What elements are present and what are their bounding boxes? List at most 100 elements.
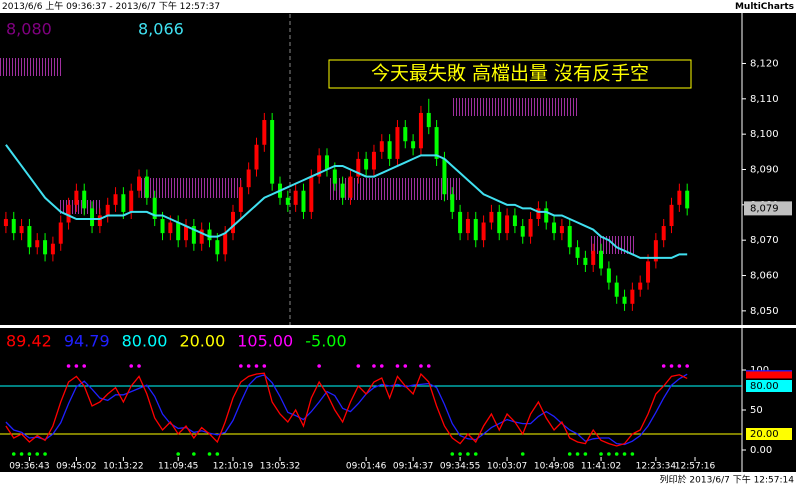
candle-body (575, 247, 580, 258)
candle-body (614, 282, 619, 297)
candle-body (552, 222, 557, 234)
legend-value: 80.00 (122, 332, 168, 351)
candle-body (113, 194, 118, 205)
candle-body (317, 155, 322, 177)
candle-body (82, 190, 87, 209)
candle-body (418, 112, 423, 149)
last-price-box (744, 201, 792, 216)
overbought-dot (254, 364, 259, 368)
footer-text: 列印於 2013/6/7 下午 12:57:14 (660, 474, 795, 486)
candle-body (27, 226, 32, 248)
oversold-dot (583, 452, 588, 456)
oversold-dot (458, 452, 462, 456)
candle-body (324, 155, 329, 170)
oversold-dot (207, 452, 212, 456)
candle-body (677, 190, 682, 205)
x-tick-label: 09:14:37 (393, 462, 433, 472)
candle-body (121, 194, 126, 212)
candle-body (583, 257, 588, 265)
oversold-dot (575, 452, 580, 456)
candle-body (685, 190, 690, 209)
overbought-dot (66, 364, 71, 368)
candle-body (450, 194, 455, 212)
candle-body (144, 176, 149, 198)
candle-body (90, 208, 95, 227)
candle-body (11, 218, 16, 234)
candle-body (254, 144, 259, 170)
x-tick-label: 11:41:02 (581, 462, 621, 472)
x-tick-label: 11:09:45 (158, 462, 198, 472)
candle-body (395, 127, 400, 159)
candle-body (426, 112, 431, 128)
legend-value: 8,066 (138, 20, 184, 39)
candle-body (528, 218, 533, 237)
x-tick-label: 09:01:46 (346, 462, 387, 472)
y-tick-label: 50 (750, 405, 763, 416)
candle-body (74, 190, 79, 205)
candle-body (293, 190, 298, 205)
candle-body (184, 226, 189, 241)
profile-block (0, 58, 62, 76)
x-tick-label: 12:57:16 (675, 462, 716, 472)
y-tick-label: 8,070 (750, 235, 779, 246)
candle-body (544, 208, 549, 223)
oversold-dot (192, 452, 196, 456)
overbought-dot (82, 364, 87, 368)
candle-body (567, 226, 572, 248)
profile-block (140, 178, 242, 198)
x-tick-label: 13:05:32 (260, 462, 300, 472)
candle-body (356, 158, 361, 177)
candle-body (520, 226, 525, 237)
x-tick-label: 12:10:19 (213, 462, 254, 472)
candle-body (246, 169, 251, 188)
level-label: 80.00 (750, 381, 779, 392)
candle-body (332, 169, 337, 184)
overbought-dot (372, 364, 376, 368)
candle-body (536, 208, 541, 219)
overbought-dot (239, 364, 243, 368)
candle-body (3, 218, 8, 227)
oversold-dot (450, 452, 455, 456)
legend-value: 94.79 (64, 332, 110, 351)
oversold-dot (27, 452, 32, 456)
level-label: 20.00 (750, 429, 779, 440)
candle-body (199, 229, 204, 244)
overbought-dot (317, 364, 321, 368)
candle-body (371, 151, 376, 170)
candle-body (238, 187, 243, 212)
y-tick-label: 0.00 (750, 445, 772, 456)
oversold-dot (614, 452, 619, 456)
candle-body (105, 204, 110, 216)
candle-body (340, 183, 345, 198)
overbought-dot (74, 364, 79, 368)
annotation-box (328, 59, 692, 89)
overbought-dot (379, 364, 384, 368)
candle-body (43, 240, 48, 255)
oversold-dot (35, 452, 40, 456)
candle-body (50, 243, 55, 255)
oversold-dot (19, 452, 24, 456)
overbought-dot (129, 364, 134, 368)
candle-body (152, 197, 157, 219)
oversold-dot (567, 452, 572, 456)
oversold-dot (43, 452, 47, 456)
candle-body (231, 211, 236, 234)
overbought-dot (403, 364, 408, 368)
candle-body (207, 229, 212, 241)
oversold-dot (607, 452, 611, 456)
candle-body (66, 204, 71, 223)
oscillator-line (5, 372, 688, 447)
candle-body (497, 211, 502, 234)
candle-body (512, 215, 517, 227)
candle-body (348, 176, 353, 198)
candle-body (364, 158, 369, 170)
candle-body (505, 215, 510, 234)
candle-body (129, 190, 134, 212)
oversold-dot (622, 452, 627, 456)
oversold-dot (599, 452, 603, 456)
candle-body (379, 141, 384, 152)
x-tick-label: 09:45:02 (56, 462, 96, 472)
candle-body (630, 289, 635, 304)
